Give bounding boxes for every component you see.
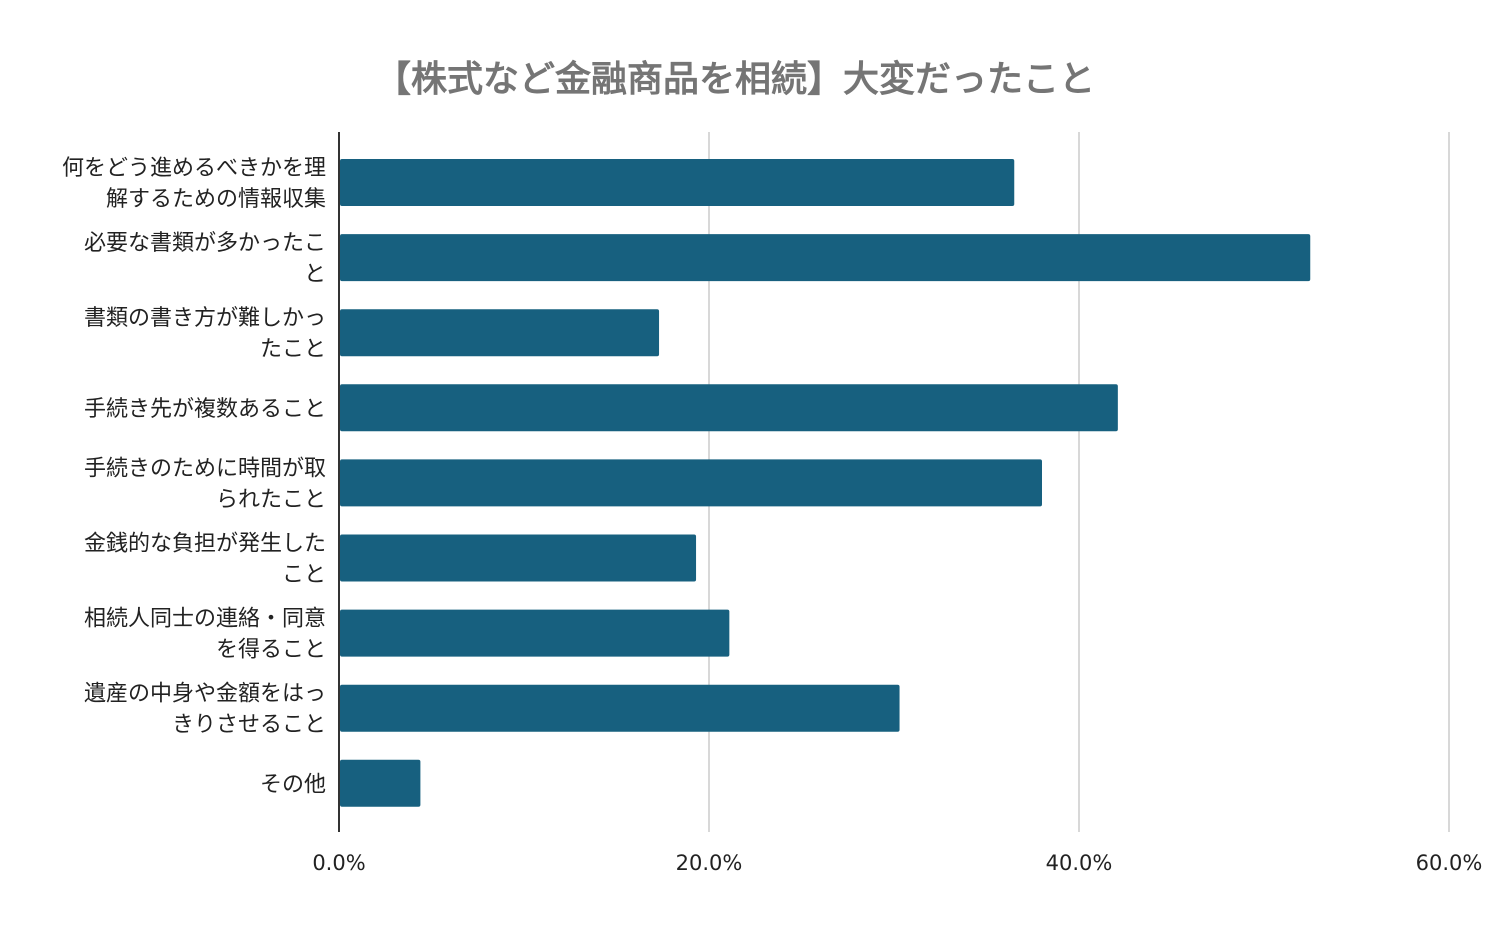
category-label-line: その他 bbox=[260, 772, 326, 797]
category-label: 書類の書き方が難しかったこと bbox=[84, 306, 326, 362]
x-tick-label: 60.0% bbox=[1416, 851, 1483, 875]
bar bbox=[340, 534, 697, 582]
category-label: 金銭的な負担が発生したこと bbox=[84, 532, 326, 588]
category-label-line: 金銭的な負担が発生した bbox=[84, 532, 326, 557]
bar bbox=[340, 459, 1042, 507]
category-label-line: 相続人同士の連絡・同意 bbox=[84, 607, 326, 632]
category-label-line: 遺産の中身や金額をはっ bbox=[84, 682, 326, 707]
category-label: 手続き先が複数あること bbox=[84, 397, 326, 422]
category-label-line: たこと bbox=[260, 337, 326, 362]
category-label-line: 手続き先が複数あること bbox=[84, 397, 326, 422]
bar bbox=[340, 234, 1311, 282]
category-label: 手続きのために時間が取られたこと bbox=[84, 456, 326, 512]
category-label-line: きりさせること bbox=[172, 713, 326, 738]
x-tick-label: 20.0% bbox=[676, 851, 743, 875]
category-label: 相続人同士の連絡・同意を得ること bbox=[84, 607, 326, 663]
category-label-line: と bbox=[304, 262, 326, 287]
x-tick-label: 40.0% bbox=[1046, 851, 1113, 875]
category-label: 遺産の中身や金額をはっきりさせること bbox=[84, 682, 326, 738]
category-label-line: を得ること bbox=[216, 638, 326, 663]
x-tick-label: 0.0% bbox=[312, 851, 365, 875]
category-label-line: られたこと bbox=[216, 487, 326, 512]
category-labels: 何をどう進めるべきかを理解するための情報収集必要な書類が多かったこと書類の書き方… bbox=[62, 156, 326, 797]
category-label: 何をどう進めるべきかを理解するための情報収集 bbox=[62, 156, 326, 212]
bar bbox=[340, 609, 730, 657]
bar bbox=[340, 759, 421, 807]
bar bbox=[340, 684, 900, 732]
category-label: その他 bbox=[260, 772, 326, 797]
category-label-line: 必要な書類が多かったこ bbox=[84, 231, 326, 256]
bars bbox=[340, 159, 1311, 807]
category-label-line: 何をどう進めるべきかを理 bbox=[62, 156, 326, 181]
bar bbox=[340, 384, 1118, 432]
bar bbox=[340, 159, 1015, 206]
category-label-line: 解するための情報収集 bbox=[106, 187, 326, 212]
category-label-line: 書類の書き方が難しかっ bbox=[84, 306, 326, 331]
chart-title: 【株式など金融商品を相続】大変だったこと bbox=[374, 59, 1095, 100]
category-label-line: こと bbox=[282, 563, 326, 588]
bar bbox=[340, 309, 660, 357]
category-label: 必要な書類が多かったこと bbox=[84, 231, 326, 287]
category-label-line: 手続きのために時間が取 bbox=[84, 456, 326, 481]
x-tick-labels: 0.0% 20.0% 40.0% 60.0% bbox=[312, 851, 1482, 875]
